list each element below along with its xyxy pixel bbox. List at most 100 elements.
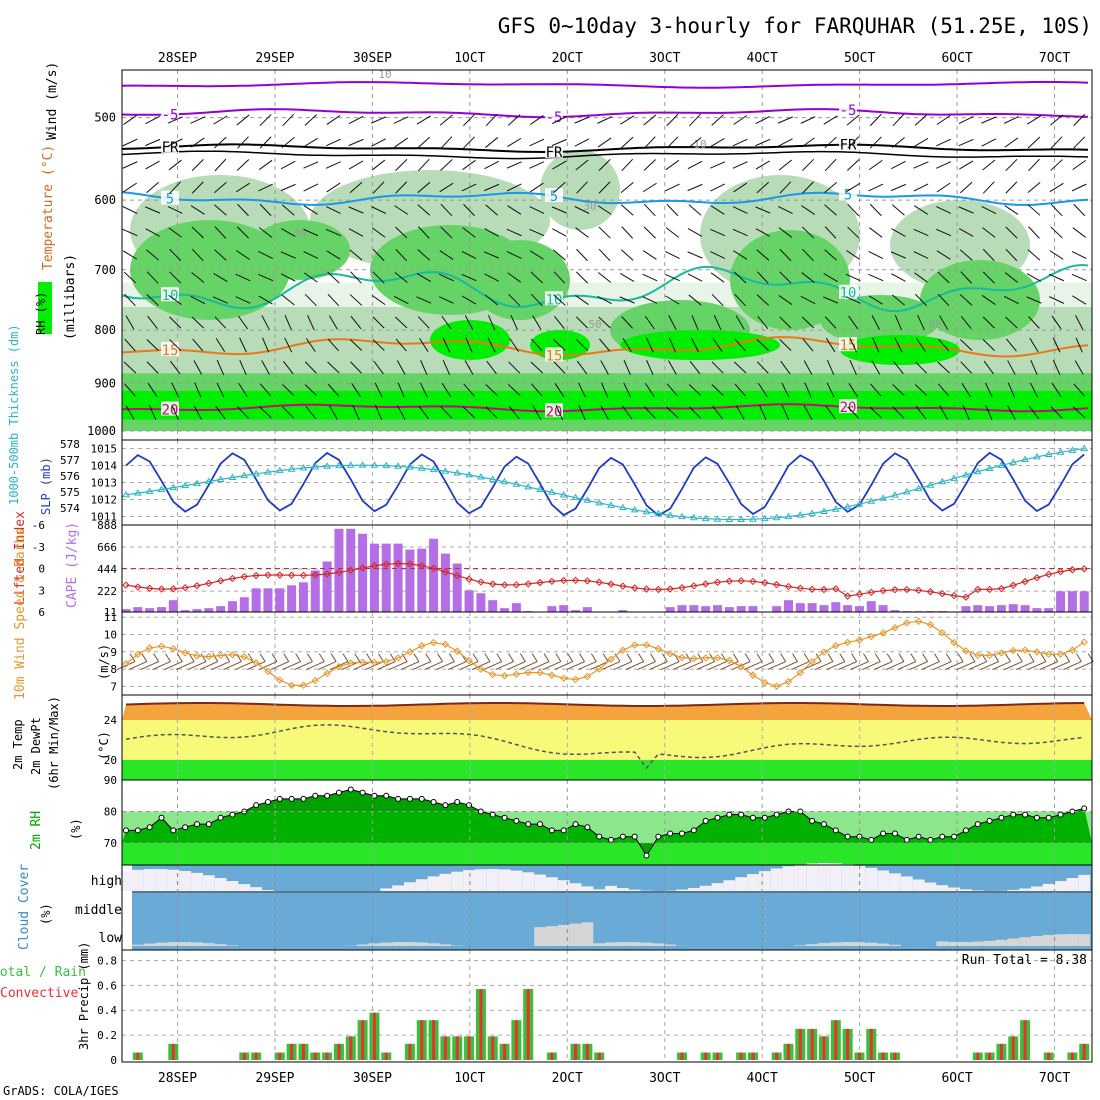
thickness-tick: 577 [60,454,80,467]
lifted-index-line [125,562,1085,598]
thickness-point [145,487,154,494]
wind-barb [214,158,227,172]
wind-barb-10m [542,661,562,671]
wind-barb [394,205,409,215]
lifted-index-point [181,583,189,592]
wind-barb [418,405,429,420]
cloud-high-bar [628,889,641,891]
wind-barb [981,138,997,147]
wind-barb-10m [366,653,373,662]
cape-bar [689,605,699,612]
wind-barb [326,182,341,193]
cape-bar [1032,608,1042,612]
wind-barb-10m [732,653,739,662]
wind-barb [598,316,611,329]
wind-barb [531,383,543,397]
wind-barb [145,138,161,147]
wind-barb [666,113,679,127]
cloud-low-bar [380,942,393,946]
rh2m-point [974,821,981,828]
thickness-point [642,507,651,515]
wind-barb-10m [838,661,857,671]
wind-barb [303,137,318,148]
precip-convective-label: Convective [0,986,78,1001]
cloud-low-bar [179,942,192,946]
rh2m-point [951,833,958,840]
cloud-low-bar [569,923,582,946]
cloud-high-bar [404,882,416,891]
cape-bar [511,603,521,612]
cape-bar [452,563,462,612]
cloud-low-bar [557,924,570,946]
wind-barb [463,203,475,217]
wind-barb [146,294,159,306]
wind-barb-10m [507,661,526,671]
wind-speed-point [287,681,296,690]
isotherm-label: 20 [546,404,563,420]
wind-barb [801,272,815,283]
wind-barb [779,271,792,284]
wind-barb [303,251,319,259]
wind-barb [438,296,454,304]
wind-barb [1007,382,1015,398]
millibars-label: (millibars) [63,254,78,340]
precip-tick: 0 [110,1054,117,1067]
cloud-low-bar [983,940,996,946]
wind-barb [666,136,679,149]
wind-barb [936,161,952,169]
wind-barb [576,181,588,194]
lifted-index-point [453,571,461,580]
wind-barb-10m [389,653,396,662]
wind-barb [416,273,431,282]
wind-barb [666,203,679,217]
date-label: 7OCT [1039,1071,1070,1086]
wind-barb-10m [956,661,976,671]
wind-barb [461,183,477,192]
wind-barb [847,406,860,419]
isotherm-label-bg [545,109,563,124]
rh-blob-dark [620,330,780,360]
rh2m-point [619,833,626,840]
wind-barb-10m [814,661,834,671]
lifted-index-point [843,592,852,600]
wind-barb [756,339,769,351]
wind-barb [212,296,228,304]
cape-bar [287,585,297,612]
cape-bar [168,600,178,612]
cloud-low-bar [628,942,641,946]
wind-barb [755,206,771,214]
wind-speed-point [500,672,509,680]
wind-speed-point [382,657,390,666]
cape-bar [275,588,285,612]
wind-barb [1004,272,1019,283]
wind-barb [847,136,860,149]
isotherm-label-bg [545,291,563,306]
wind-barb [597,295,612,305]
wind-barb [465,337,473,353]
lifted-index-point [524,580,532,588]
lifted-index-point [690,582,698,590]
wind-barb [846,182,861,193]
wind-barb-10m [188,653,195,662]
wind-speed-point [903,619,911,627]
lifted-index-point [287,571,296,579]
rh-label: RH (%) [34,292,48,335]
wind-barb [826,359,835,376]
cape-bar [807,603,817,612]
wind-barb [1050,114,1064,126]
rh2m-point [655,833,662,840]
thickness-point [512,480,521,487]
wind-barb [147,315,158,330]
wind-barb [305,405,317,420]
wind-speed-point [1080,638,1088,646]
wind-speed-point [347,659,355,667]
wind-barb [532,405,542,420]
wind-barb [824,204,837,216]
wind-barb-10m [601,661,621,671]
wind-barb [281,204,295,216]
wind-barb [801,226,815,239]
date-label: 3OCT [649,51,680,66]
wind-barb [824,249,837,261]
rh-blob-dark [840,335,960,365]
wind-barb [710,205,725,215]
